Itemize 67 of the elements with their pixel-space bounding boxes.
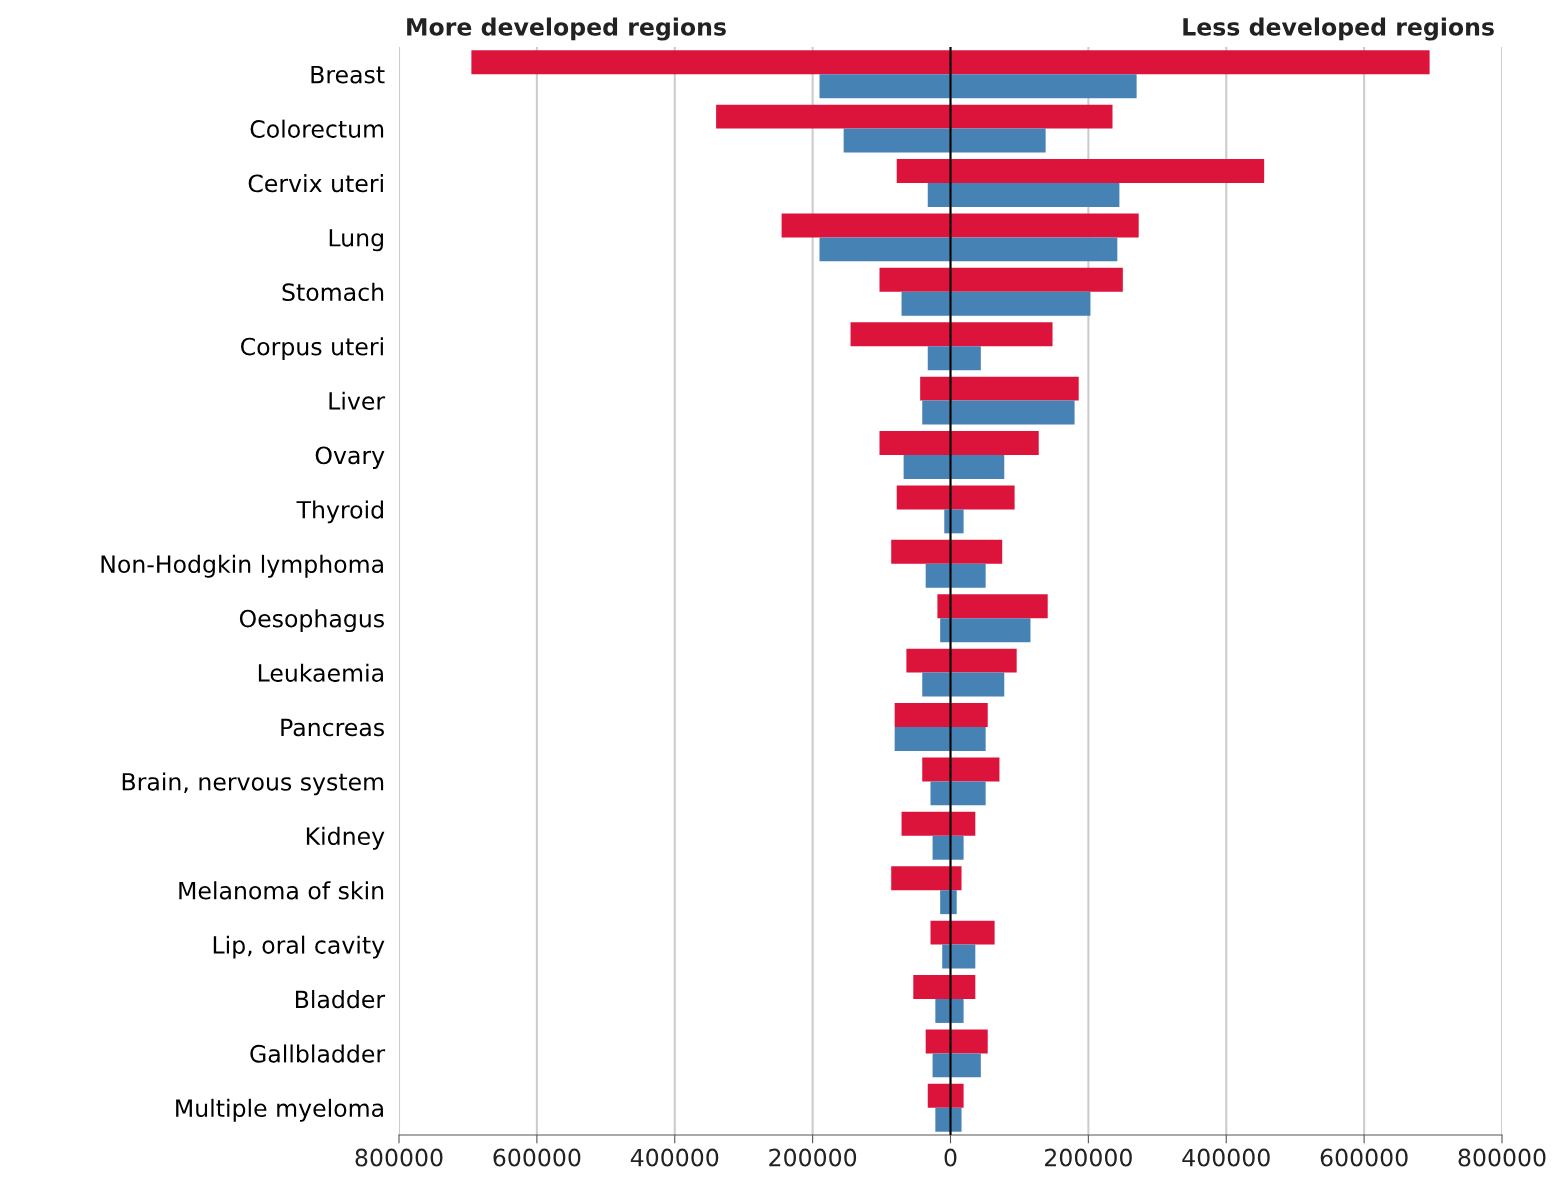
x-tick-label: 800000 (355, 1148, 443, 1167)
x-tick-label: 600000 (493, 1148, 581, 1167)
bar (894, 727, 986, 751)
bar (913, 975, 976, 999)
bar (891, 866, 962, 891)
bar (922, 757, 1000, 782)
x-tick-label: 400000 (1182, 1148, 1270, 1167)
y-tick-label: Colorectum (250, 119, 384, 138)
y-tick-label: Bladder (295, 990, 386, 1009)
x-tick-label: 200000 (1045, 1148, 1132, 1167)
bar (819, 74, 1137, 99)
y-tick-label: Stomach (282, 282, 384, 302)
y-tick-label: Leukaemia (258, 663, 383, 682)
y-tick-label: Liver (329, 391, 386, 410)
text: Less developed regions (1183, 17, 1494, 41)
bar (932, 835, 964, 860)
bar (716, 104, 1113, 129)
bar (927, 346, 981, 371)
bar (937, 594, 1048, 619)
bar (903, 455, 1005, 479)
y-tick-label: Melanoma of skin (179, 881, 384, 900)
y-tick-label: Cervix uteri (248, 174, 383, 193)
y-tick-label: Ovary (315, 446, 385, 469)
y-tick-label: Kidney (306, 826, 385, 850)
bar (894, 703, 988, 727)
y-tick-label: Corpus uteri (241, 337, 383, 361)
bar (922, 400, 1075, 425)
bar (920, 376, 1079, 401)
bar (896, 485, 1015, 510)
bar (942, 944, 976, 969)
x-tick-label: 800000 (1458, 1148, 1546, 1167)
y-tick-label: Thyroid (296, 500, 383, 524)
bar (930, 781, 986, 806)
bar (781, 213, 1139, 238)
y-tick-label: Brain, nervous system (122, 772, 384, 796)
bar (901, 291, 1091, 316)
y-tick-label: Pancreas (281, 718, 384, 737)
bar (850, 322, 1053, 347)
bar (906, 648, 1017, 673)
x-tick-label: 600000 (1320, 1148, 1408, 1167)
y-tick-label: Breast (311, 65, 385, 84)
y-tick-label: Multiple myeloma (176, 1098, 383, 1122)
y-tick-label: Lip, oral cavity (213, 935, 385, 959)
bar (932, 1053, 981, 1078)
bar (879, 267, 1123, 292)
bar (927, 1083, 964, 1108)
x-tick-label: 400000 (630, 1148, 719, 1167)
x-tick-label: 0 (944, 1148, 957, 1167)
x-tick-label: 200000 (769, 1148, 857, 1167)
text: More developed regions (407, 17, 726, 41)
bar (471, 50, 1430, 75)
bar (925, 563, 986, 588)
bar (901, 811, 976, 836)
bar (940, 618, 1031, 643)
bar (819, 237, 1118, 262)
y-tick-label: Gallbladder (250, 1044, 386, 1063)
bar (922, 672, 1005, 697)
bar (879, 431, 1039, 455)
y-tick-label: Oesophagus (239, 609, 384, 633)
bar (896, 159, 1265, 183)
bar (930, 920, 995, 945)
bar (925, 1029, 988, 1054)
bar (927, 183, 1120, 207)
bar (843, 128, 1046, 153)
bar (891, 539, 1003, 564)
y-tick-label: Non-Hodgkin lymphoma (101, 554, 383, 578)
y-tick-label: Lung (329, 229, 383, 252)
